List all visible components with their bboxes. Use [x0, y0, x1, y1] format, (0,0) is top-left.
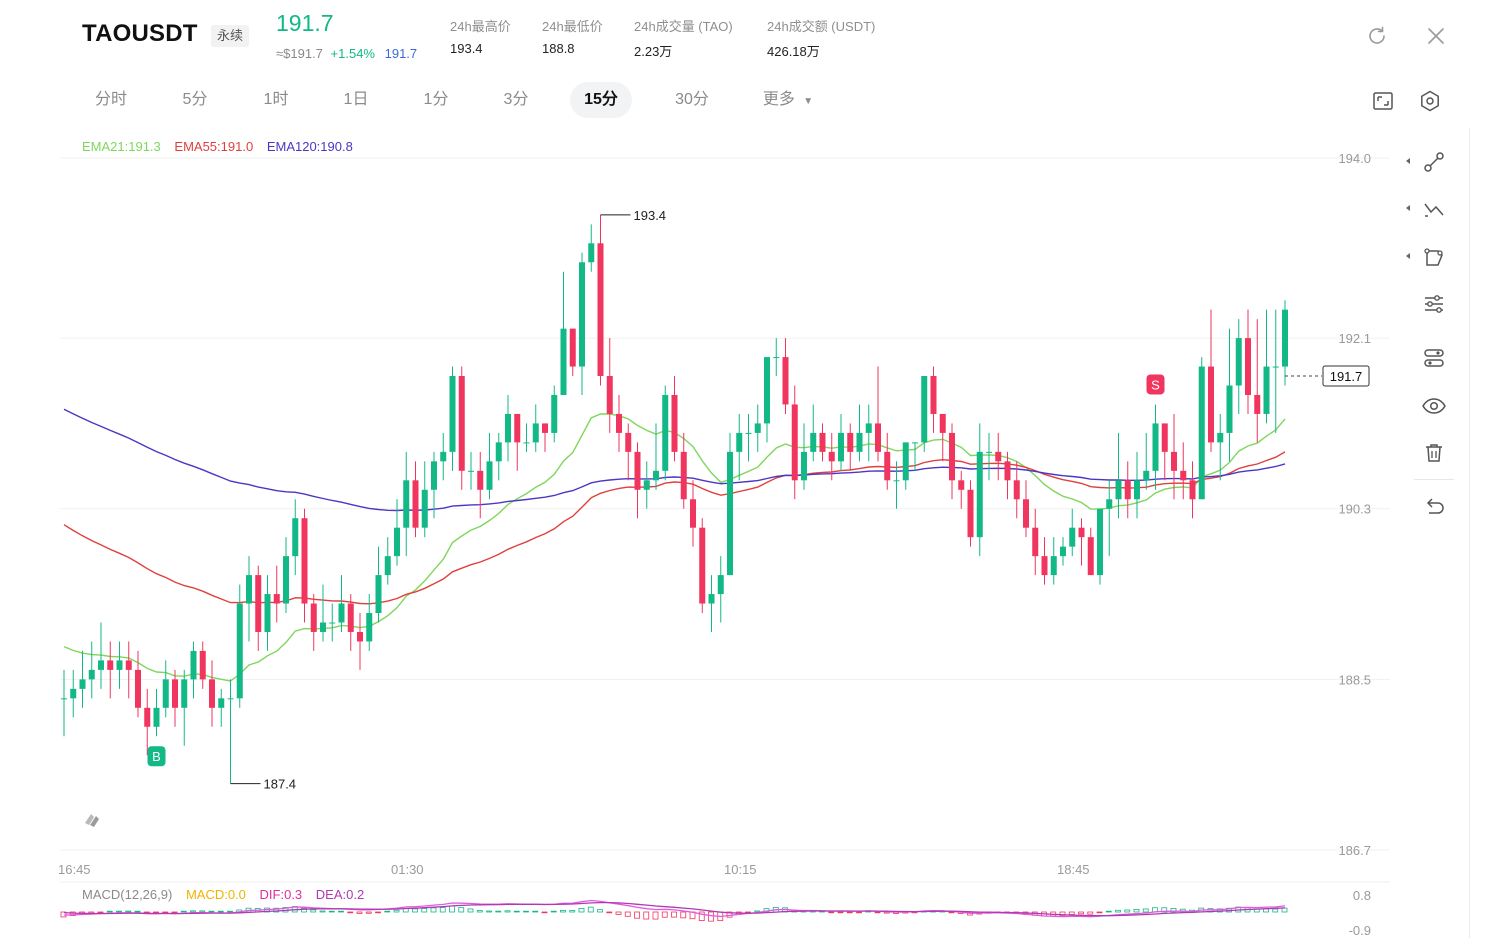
- stat-label: 24h成交额 (USDT): [767, 19, 876, 34]
- stat-24h-high: 24h最高价 193.4: [450, 16, 511, 56]
- ema120-value: EMA120:190.8: [266, 139, 353, 154]
- fullscreen-icon[interactable]: [1370, 88, 1396, 114]
- stat-value: 193.4: [450, 41, 483, 56]
- dif-value: DIF:0.3: [259, 887, 303, 902]
- ema-legend: EMA21:191.3 EMA55:191.0 EMA120:190.8: [82, 139, 363, 154]
- last-price: 191.7: [276, 10, 334, 36]
- price-subline: ≈$191.7 +1.54% 191.7: [276, 46, 417, 61]
- toolbar-divider: [1414, 479, 1454, 480]
- stat-label: 24h最高价: [450, 19, 511, 34]
- stat-value: 426.18万: [767, 44, 820, 59]
- indicator-settings-icon[interactable]: [1420, 290, 1448, 318]
- delete-icon[interactable]: [1420, 439, 1448, 467]
- stat-value: 188.8: [542, 41, 575, 56]
- tab-timeframe-more[interactable]: 更多 ▼: [752, 82, 824, 118]
- tab-timeframe-15m[interactable]: 15分: [570, 82, 632, 118]
- dea-value: DEA:0.2: [315, 887, 365, 902]
- visibility-icon[interactable]: [1420, 392, 1448, 420]
- change-percent: +1.54%: [330, 46, 375, 61]
- line-tool-icon[interactable]: [1420, 148, 1448, 176]
- stat-24h-turnover: 24h成交额 (USDT) 426.18万: [767, 16, 875, 60]
- settings-hexagon-icon[interactable]: [1417, 88, 1443, 114]
- tab-timeframe-1h[interactable]: 1时: [263, 91, 289, 108]
- tab-timeframe-1m[interactable]: 1分: [423, 91, 449, 108]
- trend-tool-icon[interactable]: [1420, 196, 1448, 224]
- contract-type-badge: 永续: [211, 25, 250, 47]
- close-icon[interactable]: [1424, 24, 1448, 48]
- tab-timeframe-time[interactable]: 分时: [94, 91, 127, 108]
- ticker-header: TAOUSDT 永续 191.7 ≈$191.7 +1.54% 191.7 24…: [0, 0, 1500, 76]
- stat-label: 24h成交量 (TAO): [634, 19, 733, 34]
- caret-down-icon: ▼: [803, 96, 814, 107]
- stat-24h-volume: 24h成交量 (TAO) 2.23万: [634, 16, 733, 60]
- stat-label: 24h最低价: [542, 19, 603, 34]
- tab-timeframe-1d[interactable]: 1日: [343, 91, 369, 108]
- chart-frame: [58, 128, 1470, 938]
- stat-24h-low: 24h最低价 188.8: [542, 16, 603, 56]
- tab-timeframe-30m[interactable]: 30分: [675, 91, 709, 108]
- expand-arrow-icon[interactable]: [1404, 251, 1412, 261]
- mark-price: 191.7: [384, 46, 418, 61]
- ema55-value: EMA55:191.0: [174, 139, 254, 154]
- tab-timeframe-3m[interactable]: 3分: [503, 91, 529, 108]
- ema21-value: EMA21:191.3: [82, 139, 161, 154]
- expand-arrow-icon[interactable]: [1404, 203, 1412, 213]
- refresh-icon[interactable]: [1365, 24, 1389, 48]
- more-label: 更多: [762, 91, 795, 108]
- shape-tool-icon[interactable]: [1420, 243, 1448, 271]
- usd-price: ≈$191.7: [276, 46, 323, 61]
- tab-timeframe-5m[interactable]: 5分: [182, 91, 208, 108]
- undo-icon[interactable]: [1420, 493, 1448, 521]
- exchange-logo-icon: [85, 814, 99, 827]
- expand-arrow-icon[interactable]: [1404, 156, 1412, 166]
- macd-params: MACD(12,26,9): [82, 887, 173, 902]
- stat-value: 2.23万: [634, 44, 673, 59]
- macd-value: MACD:0.0: [185, 887, 246, 902]
- symbol-title[interactable]: TAOUSDT: [82, 20, 198, 47]
- macd-legend: MACD(12,26,9) MACD:0.0 DIF:0.3 DEA:0.2: [82, 887, 374, 902]
- template-icon[interactable]: [1420, 344, 1448, 372]
